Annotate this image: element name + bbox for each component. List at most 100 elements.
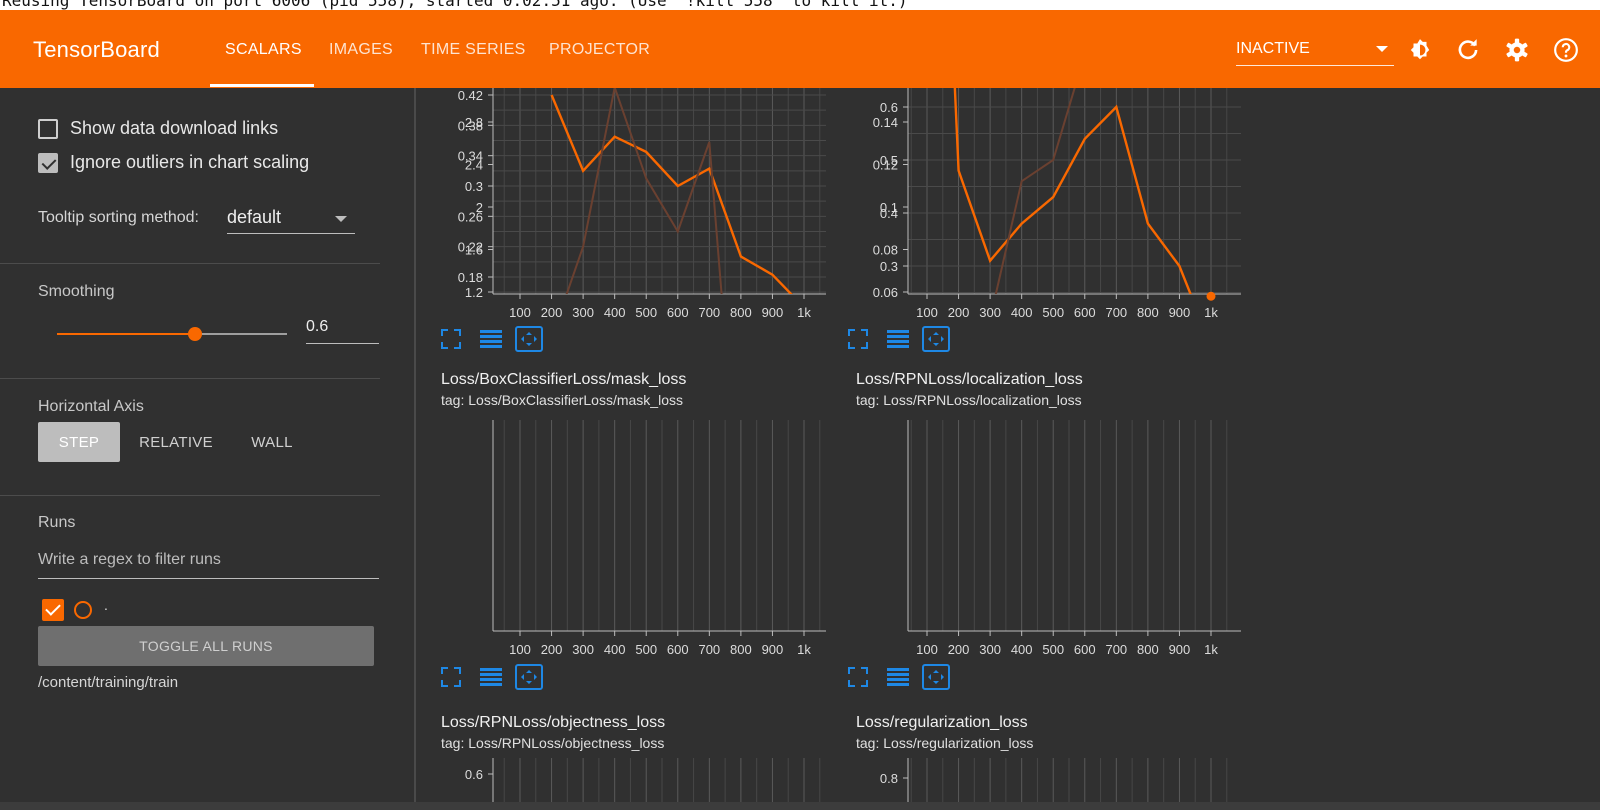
x-tick-label: 800: [730, 305, 752, 320]
fullscreen-icon[interactable]: [848, 667, 868, 687]
fit-domain-icon[interactable]: [515, 326, 543, 352]
smoothed-series-line: [550, 94, 793, 294]
tab-images[interactable]: IMAGES: [329, 41, 394, 58]
x-tick-label: 500: [635, 305, 657, 320]
fit-domain-icon[interactable]: [515, 664, 543, 690]
brightness-icon[interactable]: [1407, 37, 1433, 63]
runs-filter-input[interactable]: Write a regex to filter runs: [38, 545, 379, 579]
x-tick-label: 300: [572, 642, 594, 657]
tooltip-sorting-select[interactable]: default: [227, 204, 355, 234]
x-tick-label: 100: [509, 642, 531, 657]
y-tick-label: 0.3: [880, 259, 898, 274]
run-directory-path: /content/training/train: [38, 674, 179, 691]
x-tick-label: 100: [509, 305, 531, 320]
card-tag: tag: Loss/BoxClassifierLoss/mask_loss: [441, 392, 683, 408]
ignore-outliers-checkbox[interactable]: Ignore outliers in chart scaling: [38, 152, 309, 173]
line-chart[interactable]: 2.8 2.4 2 1.6 1.2 100 200 300 400 500 600 700 800 900…: [418, 88, 1600, 810]
data-table-icon[interactable]: [887, 330, 909, 348]
y-tick-label: 0.3: [465, 179, 483, 194]
x-tick-label: 300: [979, 305, 1001, 320]
line-chart[interactable]: 0.6: [418, 88, 1600, 810]
show-download-links-checkbox[interactable]: Show data download links: [38, 118, 278, 139]
terminal-text: Reusing TensorBoard on port 6006 (pid 55…: [2, 0, 908, 10]
data-table-icon[interactable]: [480, 668, 502, 686]
x-tick-label: 900: [762, 305, 784, 320]
run-checkbox[interactable]: [42, 599, 64, 621]
x-tick-label: 700: [1105, 305, 1127, 320]
y-tick-label: 0.34: [458, 149, 483, 164]
data-table-icon[interactable]: [480, 330, 502, 348]
x-tick-label: 600: [1074, 305, 1096, 320]
chevron-down-icon: [335, 216, 347, 222]
active-tab-indicator: [210, 84, 314, 87]
tab-projector[interactable]: PROJECTOR: [549, 41, 651, 58]
line-chart[interactable]: 0.6 0.5 0.4 0.3 100 200 300 400 500 600 700 800 900 1…: [418, 88, 1600, 810]
help-icon[interactable]: [1553, 37, 1579, 63]
fullscreen-icon[interactable]: [441, 667, 461, 687]
axis-step-button[interactable]: STEP: [38, 422, 120, 462]
fullscreen-icon[interactable]: [441, 329, 461, 349]
run-status-value: INACTIVE: [1236, 40, 1310, 57]
y-tick-label: 0.18: [458, 270, 483, 285]
settings-icon[interactable]: [1504, 37, 1530, 63]
x-tick-label: 1k: [797, 642, 811, 657]
divider: [0, 495, 380, 496]
chevron-down-icon: [1376, 46, 1388, 52]
fit-domain-icon[interactable]: [922, 664, 950, 690]
checkbox-box-checked[interactable]: [38, 152, 58, 173]
data-table-icon[interactable]: [887, 668, 909, 686]
chart-grid: [910, 420, 1228, 631]
status-strip: [0, 802, 1600, 810]
x-tick-label: 200: [948, 642, 970, 657]
smoothing-slider-thumb[interactable]: [188, 327, 202, 341]
x-tick-label: 100: [916, 642, 938, 657]
x-tick-label: 500: [1042, 305, 1064, 320]
run-color-circle[interactable]: [74, 601, 92, 619]
chart-grid: [493, 88, 826, 294]
line-chart[interactable]: 0.8: [418, 88, 1600, 810]
toggle-all-runs-button[interactable]: TOGGLE ALL RUNS: [38, 626, 374, 666]
x-tick-label: 400: [604, 642, 626, 657]
divider: [0, 263, 380, 264]
line-chart[interactable]: 0.14 0.12 0.1 0.08 0.06 100 200 300 400 500 600 700…: [418, 88, 1600, 810]
x-tick-label: 200: [541, 642, 563, 657]
y-tick-label: 0.26: [458, 209, 483, 224]
raw-series-line: [994, 88, 1076, 294]
x-tick-label: 200: [541, 305, 563, 320]
axis-wall-button[interactable]: WALL: [251, 433, 293, 451]
show-download-links-label: Show data download links: [70, 118, 279, 138]
smoothing-slider[interactable]: [57, 327, 287, 341]
x-tick-label: 300: [572, 305, 594, 320]
chart-grid: [908, 88, 1241, 294]
y-tick-label: 0.1: [880, 200, 898, 215]
x-tick-label: 1k: [1204, 305, 1218, 320]
run-name: .: [104, 597, 108, 613]
x-tick-label: 900: [1169, 305, 1191, 320]
checkbox-box[interactable]: [38, 118, 58, 139]
refresh-icon[interactable]: [1455, 37, 1481, 63]
axis-relative-button[interactable]: RELATIVE: [139, 433, 213, 451]
run-status-select[interactable]: INACTIVE: [1236, 32, 1394, 66]
tab-time-series[interactable]: TIME SERIES: [421, 41, 526, 58]
tab-scalars[interactable]: SCALARS: [225, 41, 302, 58]
fit-domain-icon[interactable]: [922, 326, 950, 352]
fullscreen-icon[interactable]: [848, 329, 868, 349]
series-endpoint-marker: [1206, 291, 1216, 301]
chart-grid: [503, 758, 821, 810]
y-tick-label: 2: [476, 200, 483, 215]
top-app-bar: TensorBoard SCALARS IMAGES TIME SERIES P…: [0, 10, 1600, 88]
y-tick-label: 0.38: [458, 118, 483, 133]
card-title: Loss/RPNLoss/localization_loss: [856, 371, 1083, 388]
y-tick-label: 1.6: [465, 243, 483, 258]
x-tick-label: 200: [948, 305, 970, 320]
x-tick-label: 500: [1042, 642, 1064, 657]
chart-axes: [907, 420, 1241, 632]
y-tick-label: 0.06: [873, 285, 898, 300]
y-tick-label: 2.4: [465, 158, 483, 173]
runs-title: Runs: [38, 514, 76, 531]
x-tick-label: 800: [1137, 642, 1159, 657]
smoothing-value-input[interactable]: 0.6: [306, 316, 379, 344]
x-tick-label: 500: [635, 642, 657, 657]
